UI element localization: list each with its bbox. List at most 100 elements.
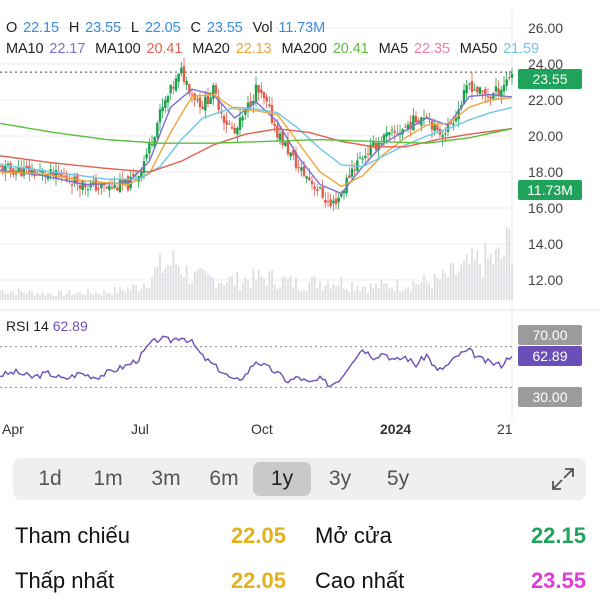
candle-body <box>334 198 338 205</box>
ma200-label: MA200 <box>281 41 327 57</box>
ma10-label: MA10 <box>6 41 44 57</box>
stock-chart[interactable]: 26.00 24.00 22.00 20.00 18.00 16.00 14.00 12.00… <box>0 0 600 445</box>
candle-body <box>220 111 223 114</box>
candle-body <box>446 123 450 132</box>
candle-body <box>214 85 218 94</box>
range-3m-button[interactable]: 3m <box>151 467 181 490</box>
volume-bar <box>383 283 385 300</box>
candle-body <box>161 106 164 112</box>
range-3y-button[interactable]: 3y <box>328 467 352 490</box>
candle-body <box>441 135 444 138</box>
volume-bar <box>71 295 73 300</box>
expand-icon[interactable] <box>550 466 576 492</box>
candle-body <box>89 183 92 188</box>
volume-bar <box>105 293 108 300</box>
x-tick-label: Apr <box>2 421 24 437</box>
volume-bar <box>407 286 409 300</box>
volume-bar <box>36 292 39 300</box>
candle-body <box>284 142 287 147</box>
candle-body <box>436 125 439 131</box>
candle-body <box>62 175 66 177</box>
candle-body <box>462 90 466 104</box>
candle-body <box>212 85 215 99</box>
volume-bar <box>279 287 281 300</box>
volume-bar <box>159 253 161 300</box>
volume-bar <box>177 266 180 300</box>
volume-bar <box>153 267 156 300</box>
volume-bar <box>327 281 329 300</box>
volume-bar <box>468 264 471 300</box>
candle-body <box>273 124 276 126</box>
range-selector: 1d 1m 3m 6m 1y 3y 5y <box>13 458 586 500</box>
candle-body <box>22 167 26 176</box>
candle-body <box>481 90 484 92</box>
ma50-label: MA50 <box>459 41 498 57</box>
candle-body <box>177 73 180 82</box>
volume-bar <box>89 293 92 300</box>
volume-bar <box>68 290 71 300</box>
volume-bar <box>97 293 100 300</box>
volume-bar <box>193 271 196 300</box>
range-6m-button[interactable]: 6m <box>209 467 239 490</box>
candle-body <box>108 185 111 191</box>
candle-body <box>444 133 447 135</box>
volume-bar <box>255 279 257 300</box>
volume-bar <box>236 271 239 300</box>
volume-bar <box>92 294 95 300</box>
rsi-legend: RSI 14 62.89 <box>6 318 88 334</box>
volume-bar <box>463 259 465 300</box>
candle-body <box>6 163 10 166</box>
volume-bar <box>385 283 388 300</box>
volume-bar <box>393 291 396 300</box>
candle-body <box>222 116 226 123</box>
ma5-label: MA5 <box>378 41 409 57</box>
volume-bar <box>44 295 47 300</box>
candle-body <box>182 65 186 82</box>
volume-bar <box>183 277 185 300</box>
range-5y-button[interactable]: 5y <box>386 467 410 490</box>
volume-bar <box>84 295 87 300</box>
volume-bar <box>17 288 20 300</box>
candle-body <box>268 104 271 107</box>
volume-bar <box>33 295 36 300</box>
low-price-value: 22.05 <box>230 568 286 593</box>
candle-body <box>396 133 399 135</box>
volume-bar <box>377 288 380 300</box>
candle-body <box>476 86 479 93</box>
range-1y-button[interactable]: 1y <box>253 462 311 496</box>
candle-body <box>452 123 455 126</box>
volume-bar <box>217 283 220 300</box>
volume-bar <box>100 295 103 300</box>
low-value: 22.05 <box>144 20 181 36</box>
candle-body <box>342 190 346 194</box>
candle-body <box>185 81 188 85</box>
rsi-line <box>0 335 513 388</box>
volume-bar <box>372 287 375 300</box>
range-1m-button[interactable]: 1m <box>93 467 123 490</box>
candle-body <box>353 169 356 171</box>
candle-body <box>41 171 44 174</box>
volume-bar <box>431 288 433 300</box>
volume-bar <box>52 295 55 300</box>
volume-bar <box>175 263 177 300</box>
rsi-value: 62.89 <box>52 318 88 334</box>
volume-bar <box>60 290 63 300</box>
chart-canvas[interactable]: 26.00 24.00 22.00 20.00 18.00 16.00 14.00 12.00… <box>0 0 600 445</box>
volume-bar <box>452 263 455 300</box>
ma-line-ma20 <box>0 93 513 188</box>
range-1d-button[interactable]: 1d <box>38 467 62 490</box>
ma-line-ma200 <box>0 122 513 144</box>
volume-bar <box>79 291 81 300</box>
candle-body <box>366 153 370 155</box>
volume-bar <box>473 259 476 300</box>
volume-bar <box>215 289 217 300</box>
volume-bar <box>492 263 495 300</box>
volume-bar <box>127 287 129 300</box>
candle-body <box>54 169 58 179</box>
candle-body <box>300 167 303 171</box>
candle-body <box>382 134 386 143</box>
volume-bar <box>73 293 76 300</box>
volume-bar <box>137 291 140 300</box>
candle-body <box>97 188 100 190</box>
volume-bar <box>263 278 265 300</box>
